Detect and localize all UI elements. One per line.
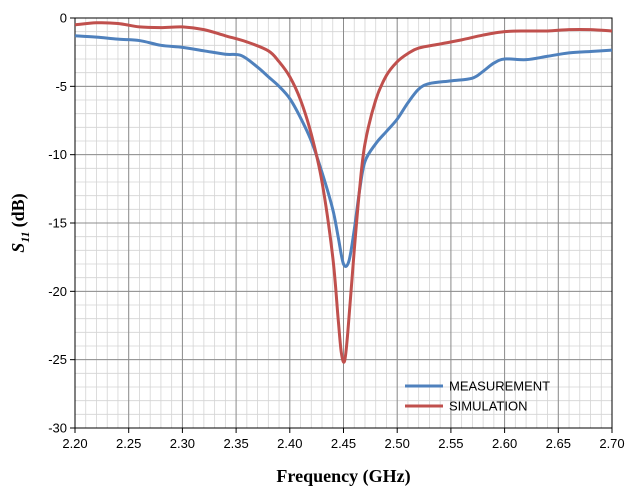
y-tick-label: -20 — [48, 284, 67, 299]
y-axis-title-base: S — [8, 243, 28, 253]
x-tick-label: 2.25 — [116, 436, 141, 451]
y-tick-label: -30 — [48, 421, 67, 436]
y-axis-title: S11 (dB) — [8, 193, 32, 252]
major-gridlines — [75, 18, 612, 428]
y-tick-label: -5 — [55, 79, 67, 94]
series-lines — [74, 21, 613, 364]
x-tick-label: 2.45 — [331, 436, 356, 451]
y-axis-tick-labels: 0 -5 -10 -15 -20 -25 -30 — [48, 11, 75, 436]
y-axis-title-unit: (dB) — [8, 193, 29, 227]
y-axis-title-subscript: 11 — [18, 231, 32, 242]
x-axis-title: Frequency (GHz) — [276, 466, 410, 487]
x-tick-label: 2.35 — [223, 436, 248, 451]
legend-label-measurement: MEASUREMENT — [449, 379, 550, 394]
x-tick-label: 2.30 — [170, 436, 195, 451]
x-tick-label: 2.50 — [385, 436, 410, 451]
series-line-simulation — [74, 21, 613, 364]
x-axis-tick-labels: 2.20 2.25 2.30 2.35 2.40 2.45 2.50 2.55 2.60 2.65… — [62, 428, 625, 451]
x-tick-label: 2.65 — [546, 436, 571, 451]
y-tick-label: 0 — [60, 11, 67, 26]
series-line-measurement — [74, 34, 613, 268]
x-tick-label: 2.40 — [277, 436, 302, 451]
y-tick-label: -25 — [48, 352, 67, 367]
x-tick-label: 2.70 — [599, 436, 624, 451]
x-tick-label: 2.60 — [492, 436, 517, 451]
y-tick-label: -10 — [48, 147, 67, 162]
legend-label-simulation: SIMULATION — [449, 399, 528, 414]
x-tick-label: 2.20 — [62, 436, 87, 451]
legend: MEASUREMENT SIMULATION — [405, 379, 550, 414]
x-tick-label: 2.55 — [438, 436, 463, 451]
y-tick-label: -15 — [48, 216, 67, 231]
